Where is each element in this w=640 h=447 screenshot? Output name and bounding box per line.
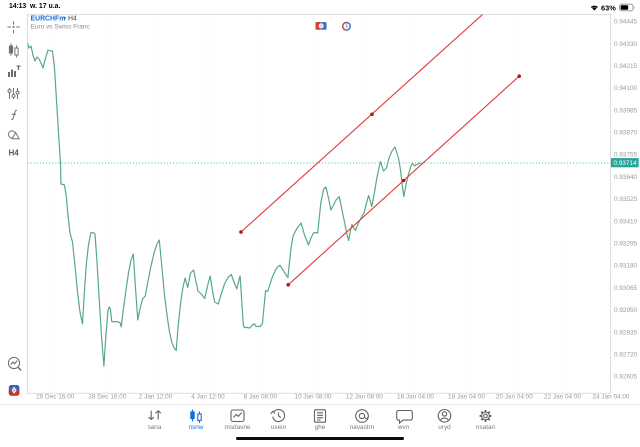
svg-text:0.93065: 0.93065 (614, 285, 638, 292)
svg-text:20 Jan 04:00: 20 Jan 04:00 (496, 394, 533, 401)
svg-text:10 Jan 08:00: 10 Jan 08:00 (295, 394, 332, 401)
svg-text:0.92950: 0.92950 (614, 307, 638, 314)
svg-text:wvn: wvn (397, 424, 410, 431)
svg-text:0.92605: 0.92605 (614, 374, 638, 381)
svg-text:0.94445: 0.94445 (614, 19, 638, 26)
svg-text:2 Jan 12:00: 2 Jan 12:00 (139, 394, 173, 401)
svg-text:0.92720: 0.92720 (614, 352, 638, 359)
svg-text:0.93985: 0.93985 (614, 107, 638, 114)
svg-text:usein: usein (271, 424, 287, 431)
svg-text:EURCHFm: EURCHFm (31, 15, 66, 22)
svg-text:0.92835: 0.92835 (614, 329, 638, 336)
svg-text:sana: sana (148, 424, 162, 431)
svg-text:26 Dec 16:00: 26 Dec 16:00 (36, 394, 74, 401)
svg-text:0.93180: 0.93180 (614, 263, 638, 270)
svg-text:navastrn: navastrn (350, 424, 375, 431)
svg-text:0.93295: 0.93295 (614, 241, 638, 248)
svg-text:16 Jan 04:00: 16 Jan 04:00 (397, 394, 434, 401)
svg-text:0.93525: 0.93525 (614, 196, 638, 203)
svg-text:Euro vs Swiss Franc: Euro vs Swiss Franc (31, 23, 91, 30)
svg-text:ghe: ghe (315, 424, 326, 431)
svg-text:msdavne: msdavne (225, 424, 251, 431)
svg-text:63%: 63% (601, 4, 616, 12)
svg-text:12 Jan 08:00: 12 Jan 08:00 (346, 394, 383, 401)
svg-text:nsnw: nsnw (189, 424, 204, 431)
svg-text:24 Jan 04:00: 24 Jan 04:00 (593, 394, 630, 401)
svg-text:8 Jan 08:00: 8 Jan 08:00 (244, 394, 278, 401)
svg-text:0.93640: 0.93640 (614, 174, 638, 181)
svg-text:H4: H4 (9, 149, 20, 158)
svg-text:18 Jan 04:00: 18 Jan 04:00 (448, 394, 485, 401)
svg-text:0.94215: 0.94215 (614, 63, 638, 70)
svg-text:0.93410: 0.93410 (614, 218, 638, 225)
svg-text:0.93714: 0.93714 (614, 160, 638, 167)
svg-text:0.93870: 0.93870 (614, 130, 638, 137)
svg-text:28 Dec 16:00: 28 Dec 16:00 (88, 394, 126, 401)
svg-text:4 Jan 12:00: 4 Jan 12:00 (191, 394, 225, 401)
svg-text:H4: H4 (68, 15, 77, 22)
svg-text:uryd: uryd (438, 424, 451, 431)
svg-text:nsatan: nsatan (476, 424, 496, 431)
svg-text:22 Jan 04:00: 22 Jan 04:00 (544, 394, 581, 401)
svg-text:0.94100: 0.94100 (614, 85, 638, 92)
svg-text:0.94330: 0.94330 (614, 41, 638, 48)
svg-text:0.93755: 0.93755 (614, 152, 638, 159)
